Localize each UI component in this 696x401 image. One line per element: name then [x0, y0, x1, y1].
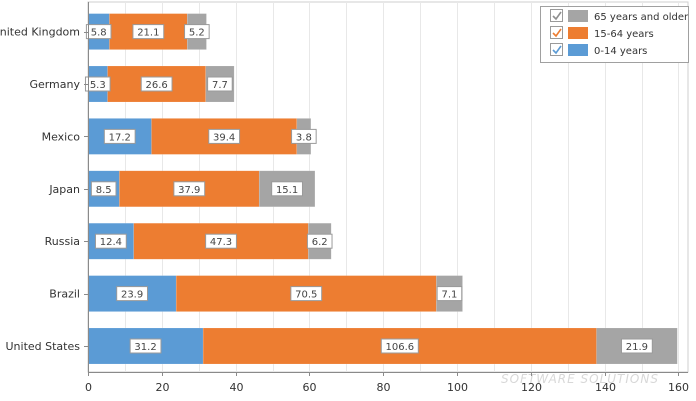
data-label: 26.6 — [146, 80, 168, 91]
data-label: 47.3 — [210, 237, 232, 248]
data-label: 31.2 — [134, 342, 156, 353]
data-label: 7.7 — [212, 80, 228, 91]
data-label: 23.9 — [121, 290, 143, 301]
data-label: 15.1 — [276, 185, 298, 196]
category-label: Russia — [45, 235, 80, 248]
data-label-box — [205, 233, 237, 249]
category-label: Japan — [48, 183, 80, 196]
data-label: 6.2 — [312, 237, 328, 248]
data-label-box — [620, 338, 653, 354]
category-label: United States — [6, 340, 81, 353]
data-label-box — [207, 76, 233, 92]
data-label-box — [380, 338, 419, 354]
data-label: 7.1 — [441, 290, 457, 301]
data-label-box — [85, 24, 112, 40]
data-label: 39.4 — [213, 132, 235, 143]
x-tick-label: 100 — [447, 381, 468, 394]
x-tick-label: 80 — [377, 381, 391, 394]
x-tick-label: 20 — [156, 381, 170, 394]
x-tick-label: 140 — [595, 381, 616, 394]
data-label: 21.9 — [626, 342, 648, 353]
x-tick-label: 40 — [230, 381, 244, 394]
data-label-box — [436, 286, 463, 302]
data-label-box — [184, 24, 210, 40]
data-label: 17.2 — [109, 132, 131, 143]
legend-label: 0-14 years — [594, 46, 647, 57]
data-label: 5.3 — [90, 80, 106, 91]
category-label: Mexico — [42, 130, 81, 143]
legend-checkbox[interactable] — [550, 9, 563, 22]
data-label-box — [291, 128, 317, 144]
checkmark-icon — [552, 45, 562, 55]
legend-swatch — [568, 10, 588, 22]
data-label-box — [116, 286, 148, 302]
x-tick-label: 60 — [303, 381, 317, 394]
legend: 65 years and older 15-64 years 0-14 years — [540, 6, 689, 63]
legend-swatch — [568, 44, 588, 56]
data-label: 70.5 — [295, 290, 317, 301]
data-label: 5.8 — [91, 28, 107, 39]
checkmark-icon — [552, 11, 562, 21]
data-label: 37.9 — [178, 185, 200, 196]
bar-segment — [133, 222, 309, 260]
watermark-sub: SOFTWARE SOLUTIONS — [501, 372, 659, 386]
legend-label: 65 years and older — [594, 12, 689, 23]
data-label-box — [271, 181, 303, 197]
data-label: 8.5 — [96, 185, 112, 196]
legend-label: 15-64 years — [594, 29, 654, 40]
checkmark-icon — [552, 28, 562, 38]
legend-box — [540, 6, 689, 63]
data-label-box — [129, 338, 162, 354]
legend-checkbox[interactable] — [550, 43, 563, 56]
data-label-box — [90, 181, 117, 197]
data-label-box — [140, 76, 173, 92]
data-label: 3.8 — [296, 132, 312, 143]
data-label: 5.2 — [189, 28, 205, 39]
x-tick-label: 160 — [668, 381, 689, 394]
data-label-box — [208, 128, 241, 144]
data-label-box — [306, 233, 333, 249]
data-label: 12.4 — [100, 237, 122, 248]
x-tick-label: 120 — [521, 381, 542, 394]
data-label-box — [173, 181, 206, 197]
data-label-box — [94, 233, 127, 249]
legend-checkbox[interactable] — [550, 26, 563, 39]
data-label-box — [103, 128, 136, 144]
category-label: United Kingdom — [0, 26, 80, 39]
legend-swatch — [568, 27, 588, 39]
data-label: 21.1 — [137, 28, 159, 39]
data-label-box — [290, 286, 323, 302]
category-label: Germany — [29, 78, 80, 91]
data-labels-layer: 31.2 106.6 21.9 23.9 70.5 7.1 12.4 47.3 6.2 8.5 37… — [84, 24, 653, 354]
x-tick-label: 0 — [85, 381, 92, 394]
axis-layer: 0 20 40 60 80 100 120 140 160 United States Brazil… — [0, 2, 689, 394]
category-label: Brazil — [49, 288, 80, 301]
data-label: 106.6 — [385, 342, 414, 353]
data-label-box — [132, 24, 165, 40]
